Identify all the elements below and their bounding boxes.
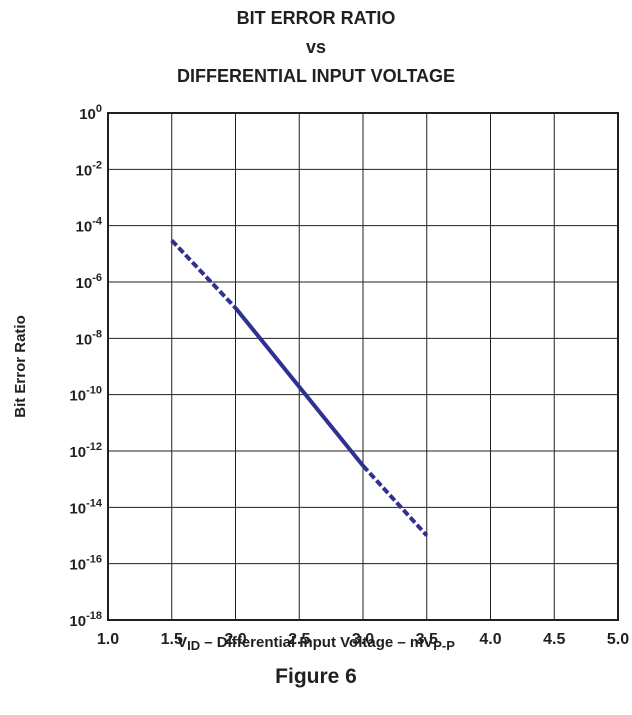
y-tick-label: 10-6 bbox=[76, 272, 102, 292]
x-tick-label: 1.5 bbox=[161, 631, 183, 648]
y-tick-label: 10-8 bbox=[76, 328, 102, 348]
y-tick-label: 100 bbox=[79, 103, 102, 123]
ber-line-solid bbox=[233, 306, 365, 467]
y-tick-label: 10-14 bbox=[69, 497, 102, 517]
chart-title-line-2: vs bbox=[305, 37, 327, 57]
y-tick-label: 10-4 bbox=[76, 216, 103, 236]
y-axis-label: Bit Error Ratio bbox=[12, 315, 29, 418]
x-tick-label: 4.5 bbox=[543, 631, 565, 648]
y-tick-label: 10-18 bbox=[69, 610, 102, 630]
chart-title-line-3: DIFFERENTIAL INPUT VOLTAGE bbox=[177, 66, 455, 86]
x-axis-label-unit-subscript: P-P bbox=[433, 638, 455, 653]
plot-frame bbox=[107, 112, 619, 621]
x-axis-label-v-subscript: ID bbox=[187, 638, 201, 653]
x-tick-label: 5.0 bbox=[607, 631, 629, 648]
x-tick-label: 4.0 bbox=[479, 631, 501, 648]
y-tick-label: 10-2 bbox=[76, 159, 102, 179]
figure-caption: Figure 6 bbox=[275, 665, 357, 688]
ber-line-dashed bbox=[361, 464, 429, 537]
x-axis-label: VID – Differential Input Voltage – mVP-P bbox=[0, 634, 632, 653]
x-axis-label-v: V bbox=[177, 634, 188, 651]
series-group bbox=[170, 239, 429, 537]
x-tick-label: 1.0 bbox=[97, 631, 119, 648]
x-tick-labels: 1.0 1.5 2.0 2.5 3.0 3.5 4.0 4.5 5.0 bbox=[97, 631, 629, 648]
y-tick-label: 10-16 bbox=[69, 554, 102, 574]
y-tick-labels: 100 10-2 10-4 10-6 10-8 10-10 10-12 10-14 10-16 1… bbox=[69, 103, 102, 630]
x-tick-label: 3.5 bbox=[416, 631, 438, 648]
grid bbox=[107, 112, 619, 621]
x-tick-label: 2.5 bbox=[288, 631, 310, 648]
y-tick-label: 10-10 bbox=[69, 385, 102, 405]
ber-line-dashed bbox=[170, 239, 237, 310]
x-axis-label-text: – Differential Input Voltage – mV bbox=[200, 634, 434, 651]
x-tick-label: 2.0 bbox=[224, 631, 246, 648]
y-tick-label: 10-12 bbox=[69, 441, 102, 461]
chart-title-line-1: BIT ERROR RATIO bbox=[236, 8, 396, 28]
x-tick-label: 3.0 bbox=[352, 631, 374, 648]
